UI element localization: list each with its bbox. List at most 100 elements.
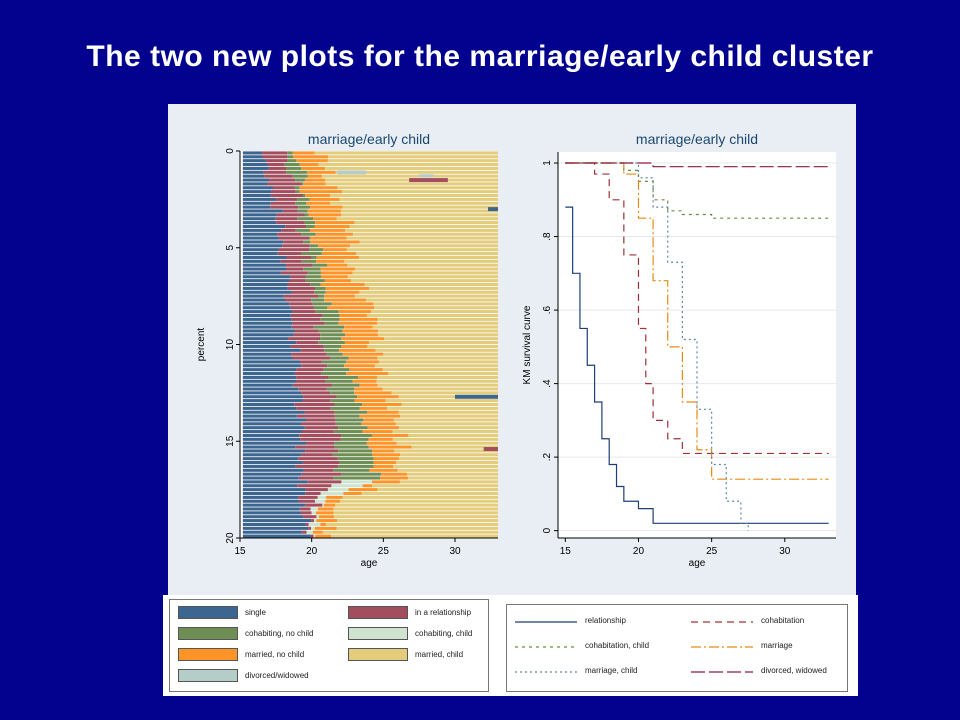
sequence-segment: [398, 410, 498, 414]
sequence-segment: [392, 437, 498, 441]
sequence-segment: [327, 364, 345, 368]
sequence-segment: [367, 344, 498, 348]
sequence-segment: [242, 375, 297, 379]
sequence-segment: [276, 221, 305, 225]
sequence-segment: [339, 461, 374, 465]
sequence-segment: [348, 356, 378, 360]
sequence-segment: [242, 457, 299, 461]
sequence-segment: [242, 488, 306, 492]
sequence-segment: [369, 468, 398, 472]
sequence-segment: [242, 329, 295, 333]
sequence-segment: [335, 418, 364, 422]
sequence-segment: [349, 224, 498, 228]
sequence-segment: [242, 356, 293, 360]
legend-label: cohabiting, no child: [245, 629, 314, 638]
sequence-segment: [387, 406, 498, 410]
y-tick-label: 15: [225, 435, 236, 447]
sequence-segment: [487, 207, 498, 212]
sequence-segment: [242, 410, 305, 414]
sequence-segment: [290, 275, 306, 279]
sequence-segment: [242, 240, 284, 244]
sequence-segment: [287, 282, 311, 287]
sequence-segment: [308, 213, 342, 217]
sequence-segment: [395, 422, 498, 426]
sequence-segment: [242, 306, 291, 310]
sequence-segment: [242, 341, 297, 345]
sequence-segment: [320, 282, 365, 287]
sequence-segment: [264, 174, 293, 178]
sequence-segment: [312, 530, 323, 534]
sequence-segment: [326, 352, 343, 356]
sequence-segment: [320, 522, 327, 526]
km-survival-plot: marriage/early child 0 .2 .4 .6 .8 1 15 20 25 30 ag…: [522, 131, 836, 569]
sequence-segment: [344, 364, 376, 368]
sequence-segment: [242, 476, 299, 480]
sequence-segment: [385, 399, 498, 403]
sequence-segment: [310, 534, 314, 538]
sequence-segment: [295, 228, 310, 232]
legend-label: single: [245, 608, 266, 617]
sequence-segment: [312, 302, 332, 306]
sequence-segment: [242, 321, 293, 325]
sequence-segment: [310, 240, 360, 244]
sequence-segment: [292, 310, 316, 314]
sequence-segment: [322, 174, 498, 178]
sequence-segment: [298, 476, 334, 480]
x-tick-label: 25: [378, 546, 390, 557]
sequence-segment: [315, 232, 354, 236]
x-tick-label: 20: [306, 546, 318, 557]
sequence-segment: [296, 375, 329, 379]
sequence-segment: [306, 170, 336, 174]
sequence-segment: [301, 232, 316, 236]
sequence-segment: [375, 348, 498, 352]
sequence-segment: [311, 519, 314, 523]
sequence-segment: [242, 317, 292, 321]
series-line: [565, 162, 829, 455]
sequence-segment: [373, 302, 498, 306]
sequence-segment: [325, 379, 353, 383]
sequence-segment: [341, 344, 368, 348]
sequence-segment: [310, 205, 343, 209]
sequence-segment: [242, 449, 306, 453]
sequence-segment: [242, 495, 299, 499]
sequence-segment: [242, 205, 271, 209]
sequence-segment: [337, 170, 367, 175]
sequence-segment: [242, 275, 291, 279]
sequence-segment: [306, 418, 336, 422]
sequence-segment: [242, 433, 300, 437]
sequence-segment: [322, 530, 498, 534]
sequence-segment: [334, 445, 369, 449]
sequence-segment: [338, 449, 373, 453]
sequence-segment: [330, 193, 498, 198]
sequence-segment: [242, 499, 299, 503]
sequence-segment: [294, 329, 319, 333]
legend-swatch: [178, 648, 238, 661]
sequence-segment: [334, 441, 367, 445]
sequence-segment: [324, 279, 352, 283]
sequence-segment: [277, 252, 302, 256]
sequence-segment: [305, 275, 321, 279]
sequence-segment: [299, 433, 342, 437]
sequence-segment: [318, 341, 345, 345]
sequence-segment: [309, 236, 311, 240]
sequence-segment: [324, 348, 339, 352]
sequence-segment: [242, 159, 266, 163]
sequence-segment: [316, 259, 345, 263]
sequence-segment: [359, 290, 498, 294]
sequence-segment: [372, 480, 400, 484]
sequence-segment: [287, 151, 293, 155]
sequence-segment: [242, 236, 279, 240]
sequence-segment: [343, 491, 362, 496]
sequence-segment: [242, 178, 270, 182]
sequence-segment: [333, 507, 498, 511]
sequence-segment: [307, 174, 323, 178]
sequence-segment: [296, 341, 319, 345]
sequence-segment: [378, 329, 498, 333]
sequence-segment: [302, 193, 306, 198]
sequence-segment: [354, 221, 498, 225]
sequence-segment: [242, 213, 277, 217]
sequence-segment: [320, 267, 356, 271]
sequence-segment: [455, 394, 498, 399]
sequence-segment: [242, 426, 305, 430]
sequence-segment: [383, 352, 498, 356]
